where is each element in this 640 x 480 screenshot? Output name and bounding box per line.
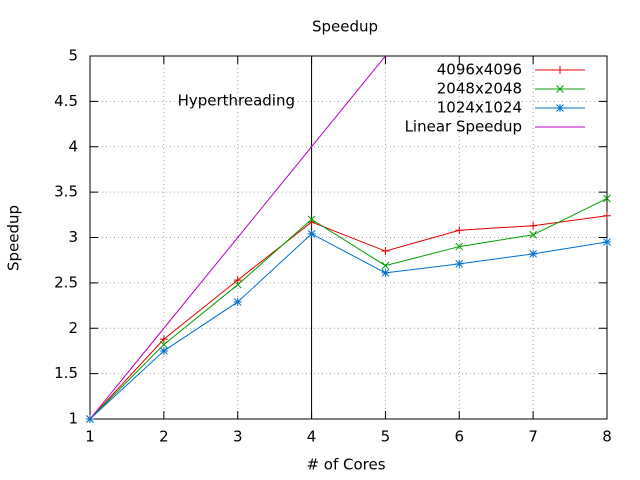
data-point [455, 226, 464, 235]
x-tick-label: 7 [528, 428, 538, 446]
y-tick-label: 3 [68, 228, 78, 246]
data-point [381, 247, 390, 256]
data-point [603, 238, 611, 247]
y-tick-label: 3.5 [54, 183, 78, 201]
legend-marker [556, 104, 564, 112]
series-line [90, 215, 607, 419]
data-point [160, 340, 168, 349]
data-point [381, 268, 390, 277]
legend-marker [556, 66, 564, 74]
x-tick-label: 1 [85, 428, 95, 446]
x-axis-label: # of Cores [306, 456, 385, 474]
data-point [233, 297, 242, 306]
data-point [603, 194, 611, 203]
data-point [603, 211, 611, 220]
x-tick-label: 3 [233, 428, 243, 446]
series-line [90, 198, 607, 419]
series-line [90, 56, 386, 419]
data-point [529, 221, 538, 230]
data-point [233, 276, 242, 285]
y-tick-label: 2 [68, 319, 78, 337]
legend-marker [556, 85, 564, 93]
data-point [529, 249, 538, 258]
x-tick-label: 8 [602, 428, 612, 446]
data-point [233, 280, 242, 289]
y-tick-label: 2.5 [54, 273, 78, 291]
legend-label: 4096x4096 [437, 61, 522, 79]
y-tick-label: 4 [68, 137, 78, 155]
legend-label: 1024x1024 [437, 99, 522, 117]
y-tick-label: 1 [68, 410, 78, 428]
y-tick-label: 5 [68, 47, 78, 65]
x-tick-label: 5 [381, 428, 391, 446]
legend-label: Linear Speedup [405, 118, 522, 136]
data-point [159, 346, 168, 355]
x-tick-label: 6 [455, 428, 465, 446]
y-tick-label: 1.5 [54, 364, 78, 382]
data-point [455, 242, 464, 251]
data-point [455, 259, 464, 268]
data-point [307, 229, 316, 238]
y-axis-label: Speedup [5, 205, 23, 271]
annotation: Hyperthreading [178, 92, 295, 110]
x-tick-label: 2 [159, 428, 169, 446]
y-tick-label: 4.5 [54, 92, 78, 110]
plot-frame [89, 55, 608, 420]
x-tick-label: 4 [307, 428, 317, 446]
series-line [90, 233, 607, 419]
data-point [529, 230, 537, 239]
data-point [381, 261, 390, 270]
legend-label: 2048x2048 [437, 80, 522, 98]
data-point [307, 215, 316, 224]
data-point [159, 335, 168, 344]
chart-title: Speedup [312, 18, 378, 36]
